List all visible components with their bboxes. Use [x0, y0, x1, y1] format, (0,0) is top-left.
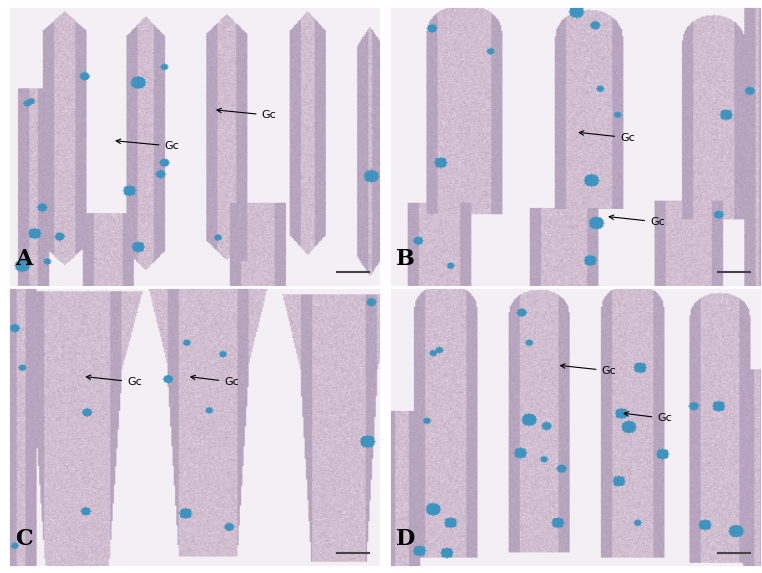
Text: C: C — [15, 528, 33, 551]
Text: Gc: Gc — [561, 364, 616, 376]
Text: B: B — [396, 248, 415, 270]
Text: Gc: Gc — [624, 411, 672, 423]
Text: Gc: Gc — [86, 375, 142, 387]
Text: Gc: Gc — [609, 215, 664, 227]
Text: D: D — [396, 528, 415, 551]
Text: Gc: Gc — [579, 131, 635, 143]
Text: Gc: Gc — [116, 139, 179, 151]
Text: Gc: Gc — [190, 375, 239, 387]
Text: Gc: Gc — [217, 108, 277, 120]
Text: A: A — [15, 248, 33, 270]
